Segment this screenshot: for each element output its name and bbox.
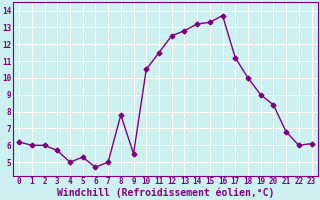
X-axis label: Windchill (Refroidissement éolien,°C): Windchill (Refroidissement éolien,°C) [57, 187, 274, 198]
